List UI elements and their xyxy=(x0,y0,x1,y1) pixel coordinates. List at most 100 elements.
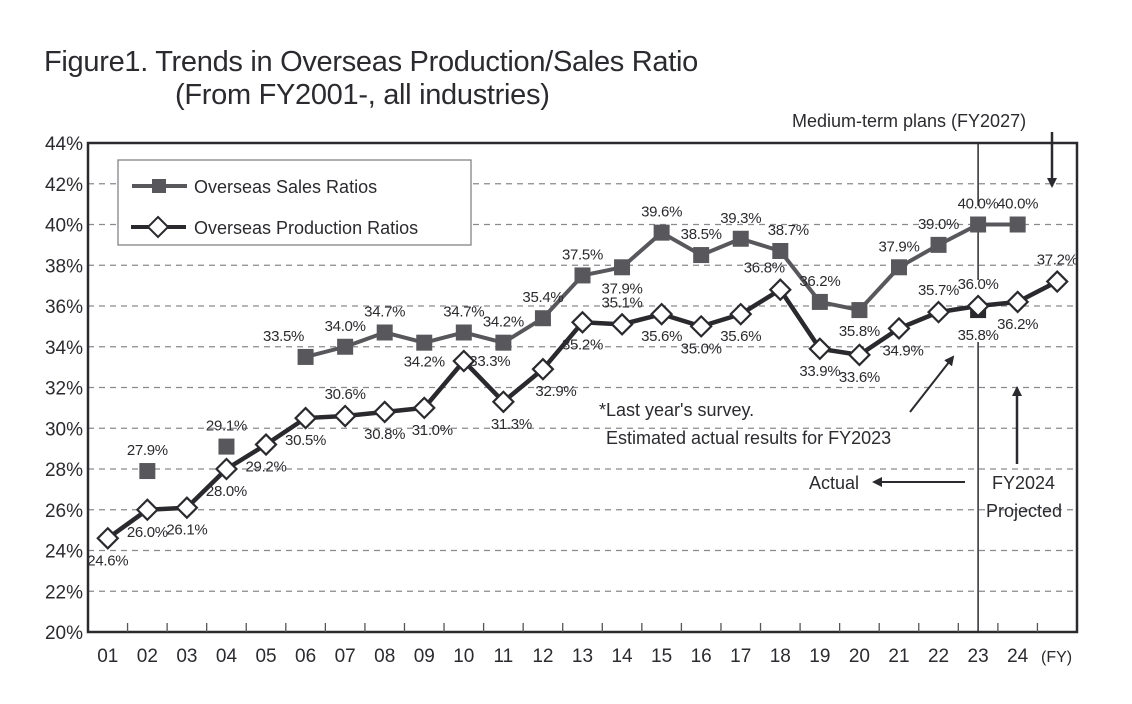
x-tick-label: 07 xyxy=(335,646,356,667)
x-tick-label: 24 xyxy=(1007,646,1029,667)
x-tick-label: 05 xyxy=(255,646,276,667)
production-marker xyxy=(294,406,318,430)
production-marker xyxy=(373,400,397,424)
sales-marker xyxy=(574,267,591,284)
sales-data-label: 39.0% xyxy=(918,216,959,233)
sales-marker xyxy=(970,216,987,233)
y-tick-label: 24% xyxy=(45,542,83,563)
production-marker xyxy=(808,337,832,361)
production-data-label: 30.5% xyxy=(285,432,326,449)
sales-marker xyxy=(614,259,631,276)
production-data-label: 31.3% xyxy=(491,416,532,433)
production-data-label: 33.6% xyxy=(839,369,880,386)
production-data-label: 35.6% xyxy=(641,328,682,345)
production-data-label: 35.0% xyxy=(681,340,722,357)
sales-marker xyxy=(218,438,235,455)
x-axis-unit-label: (FY) xyxy=(1041,649,1072,666)
production-data-label: 24.6% xyxy=(87,552,128,569)
survey-estimate-label: 35.8% xyxy=(958,327,999,344)
y-tick-label: 32% xyxy=(45,379,83,400)
sales-marker xyxy=(653,224,670,241)
production-marker xyxy=(729,302,753,326)
sales-data-label: 34.7% xyxy=(443,303,484,320)
y-tick-label: 28% xyxy=(45,460,83,481)
production-data-label: 31.0% xyxy=(412,422,453,439)
legend-production-marker xyxy=(146,215,170,239)
x-tick-label: 03 xyxy=(176,646,197,667)
x-tick-label: 04 xyxy=(216,646,238,667)
sales-data-label: 37.9% xyxy=(602,280,643,297)
x-tick-label: 22 xyxy=(928,646,949,667)
production-marker xyxy=(333,404,357,428)
sales-data-label: 34.7% xyxy=(364,303,405,320)
production-marker xyxy=(531,357,555,381)
y-tick-label: 36% xyxy=(45,297,83,318)
sales-data-label: 27.9% xyxy=(127,442,168,459)
y-tick-label: 38% xyxy=(45,256,83,277)
production-data-label: 32.9% xyxy=(535,383,576,400)
production-data-label: 33.9% xyxy=(799,363,840,380)
sales-data-label: 37.9% xyxy=(878,238,919,255)
x-axis-ticks: 01 02 03 04 05 06 07 08 09 10 11 12 13 14 15 16 17 18 19 20… xyxy=(97,623,1039,667)
production-data-label: 37.2% xyxy=(1037,252,1078,269)
x-tick-label: 23 xyxy=(968,646,989,667)
sales-marker xyxy=(811,293,828,310)
production-data-label: 35.6% xyxy=(720,328,761,345)
sales-marker xyxy=(772,242,789,259)
annotation-survey-line2: Estimated actual results for FY2023 xyxy=(606,428,891,448)
sales-data-label: 35.8% xyxy=(839,323,880,340)
production-marker xyxy=(175,496,199,520)
chart-subtitle: (From FY2001-, all industries) xyxy=(175,79,550,111)
series-layer xyxy=(96,216,1069,550)
production-data-label: 36.0% xyxy=(958,276,999,293)
x-tick-label: 14 xyxy=(611,646,633,667)
x-tick-label: 02 xyxy=(137,646,158,667)
production-marker xyxy=(610,312,634,336)
production-marker xyxy=(491,390,515,414)
production-marker xyxy=(1006,290,1030,314)
x-tick-label: 13 xyxy=(572,646,593,667)
chart-title: Figure1. Trends in Overseas Production/S… xyxy=(44,46,698,112)
production-marker xyxy=(135,498,159,522)
production-marker xyxy=(254,432,278,457)
sales-data-label: 34.2% xyxy=(404,354,445,371)
legend: Overseas Sales Ratios Overseas Productio… xyxy=(117,159,472,246)
y-tick-label: 22% xyxy=(45,582,83,603)
y-tick-label: 34% xyxy=(45,338,83,359)
sales-marker xyxy=(337,338,354,355)
legend-sales-label: Overseas Sales Ratios xyxy=(194,177,377,197)
production-data-label: 36.2% xyxy=(997,316,1038,333)
sales-data-label: 40.0% xyxy=(997,196,1038,213)
y-tick-label: 20% xyxy=(45,623,83,644)
production-data-label: 30.6% xyxy=(325,386,366,403)
production-data-label: 30.8% xyxy=(364,426,405,443)
sales-marker xyxy=(139,463,156,480)
y-tick-label: 30% xyxy=(45,419,83,440)
x-tick-label: 08 xyxy=(374,646,395,667)
production-marker xyxy=(96,526,120,550)
production-data-label: 36.8% xyxy=(744,260,785,277)
production-marker xyxy=(966,294,990,318)
sales-data-label: 35.4% xyxy=(522,289,563,306)
plot-frame xyxy=(86,141,1079,634)
sales-data-label: 38.5% xyxy=(681,226,722,243)
annotation-survey-line1: *Last year's survey. xyxy=(599,400,754,420)
x-tick-label: 21 xyxy=(888,646,909,667)
production-marker xyxy=(1045,269,1069,294)
data-labels-layer: 27.9%29.1%33.5%34.0%34.7%34.2%34.7%34.2%… xyxy=(87,196,1078,570)
production-data-label: 28.0% xyxy=(206,483,247,500)
sales-data-label: 34.2% xyxy=(483,314,524,331)
x-tick-label: 12 xyxy=(532,646,553,667)
annotation-medium-term: Medium-term plans (FY2027) xyxy=(792,111,1026,131)
sales-marker xyxy=(495,334,512,351)
annotation-actual: Actual xyxy=(809,473,859,493)
y-tick-label: 44% xyxy=(45,134,83,155)
sales-data-label: 34.0% xyxy=(325,318,366,335)
x-tick-label: 10 xyxy=(453,646,474,667)
x-tick-label: 18 xyxy=(770,646,791,667)
sales-marker xyxy=(693,247,710,264)
y-tick-label: 40% xyxy=(45,216,83,237)
production-marker xyxy=(768,278,792,302)
legend-production-label: Overseas Production Ratios xyxy=(194,218,418,238)
